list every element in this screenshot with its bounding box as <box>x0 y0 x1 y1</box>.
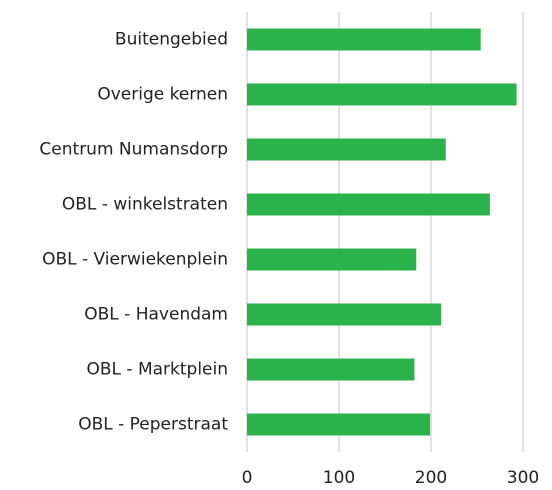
y-tick-label: OBL - Vierwiekenplein <box>42 250 228 270</box>
x-tick-label: 200 <box>415 468 447 488</box>
bar <box>247 413 431 436</box>
y-tick-label: OBL - Havendam <box>84 305 228 325</box>
y-tick-label: OBL - winkelstraten <box>62 195 228 215</box>
x-tick-label: 300 <box>507 468 539 488</box>
bar <box>247 28 481 51</box>
bar <box>247 358 415 381</box>
y-tick-label: OBL - Marktplein <box>86 360 228 380</box>
y-tick-label: Overige kernen <box>97 85 228 105</box>
bar <box>247 193 490 216</box>
x-tick-label: 0 <box>242 468 253 488</box>
y-tick-label: Buitengebied <box>115 30 228 50</box>
bar <box>247 303 442 326</box>
bar <box>247 83 517 106</box>
bar <box>247 138 446 161</box>
bar <box>247 248 417 271</box>
x-tick-label: 100 <box>323 468 355 488</box>
y-tick-label: OBL - Peperstraat <box>78 415 228 435</box>
y-tick-label: Centrum Numansdorp <box>39 140 228 160</box>
